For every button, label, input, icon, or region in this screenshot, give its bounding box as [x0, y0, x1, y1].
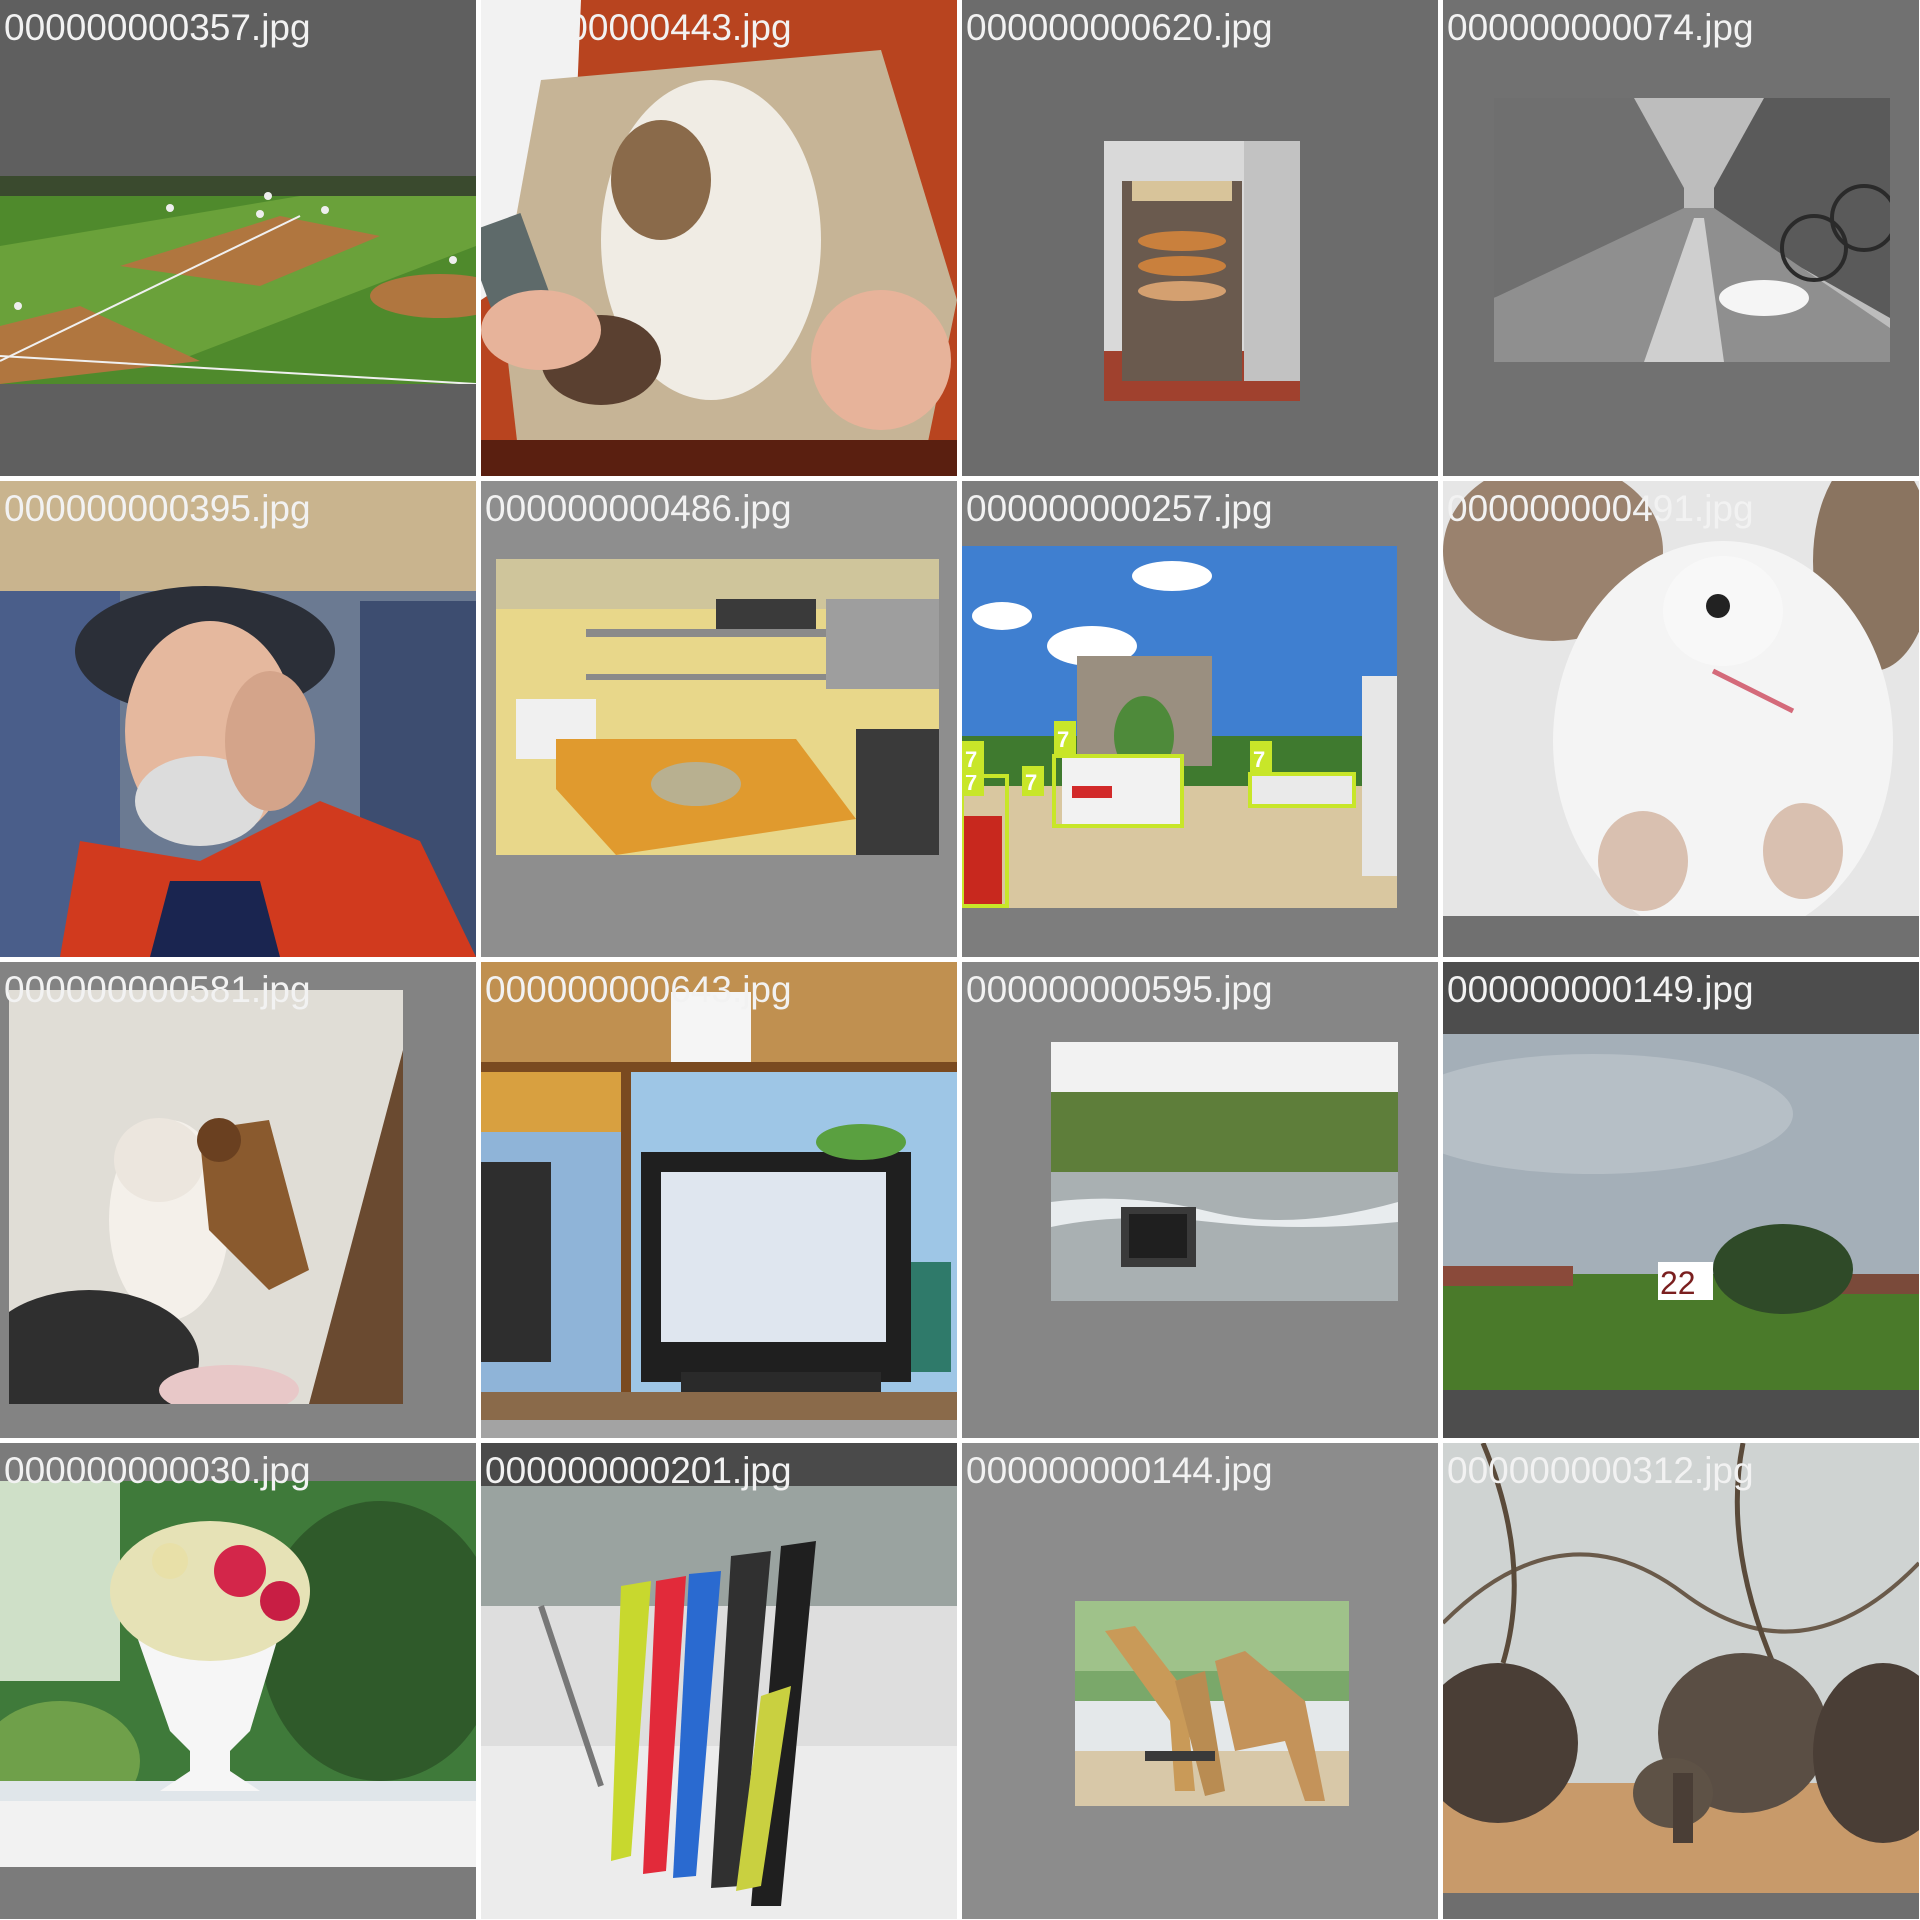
tile-595[interactable]: 000000000595.jpg	[962, 962, 1438, 1438]
photo-giraffes	[1075, 1601, 1349, 1806]
photo-snowboards	[481, 1486, 957, 1919]
tile-443[interactable]: 000000000443.jpg	[481, 0, 957, 476]
filename-label: 000000000030.jpg	[4, 1450, 311, 1491]
filename-label: 000000000595.jpg	[966, 969, 1273, 1010]
photo-plaza-trucks-arch: 7 7 7 7 7	[962, 546, 1397, 908]
tile-620[interactable]: 000000000620.jpg	[962, 0, 1438, 476]
filename-label: 000000000312.jpg	[1447, 1450, 1754, 1491]
tile-491[interactable]: 000000000491.jpg	[1443, 481, 1919, 957]
tile-144[interactable]: 000000000144.jpg	[962, 1443, 1438, 1919]
filename-label: 000000000257.jpg	[966, 488, 1273, 529]
bbox-label: 7	[965, 770, 977, 795]
tile-074[interactable]: 000000000074.jpg	[1443, 0, 1919, 476]
tile-257[interactable]: 7 7 7 7 7 000000000257.jpg	[962, 481, 1438, 957]
filename-label: 000000000357.jpg	[4, 7, 311, 48]
photo-baseball-field	[0, 176, 476, 384]
filename-label: 000000000201.jpg	[485, 1450, 792, 1491]
tile-395[interactable]: 000000000395.jpg	[0, 481, 476, 957]
filename-label: 000000000491.jpg	[1447, 488, 1754, 529]
photo-tv-in-river	[1051, 1042, 1398, 1301]
photo-dog-with-giraffe-toy	[9, 990, 403, 1404]
filename-label: 000000000144.jpg	[966, 1450, 1273, 1491]
bbox-truck	[962, 774, 1009, 908]
tile-149[interactable]: 22 000000000149.jpg	[1443, 962, 1919, 1438]
photo-kitchen	[496, 559, 939, 855]
filename-label: 000000000581.jpg	[4, 969, 311, 1010]
tile-201[interactable]: 000000000201.jpg	[481, 1443, 957, 1919]
photo-street-dog-bicycle	[1494, 98, 1890, 362]
photo-desk-crt-monitor	[481, 962, 957, 1420]
photo-kite-field: 22	[1443, 1034, 1919, 1390]
bbox-label: 7	[965, 747, 977, 772]
bbox-label: 7	[1025, 770, 1037, 795]
bbox-truck	[1248, 772, 1356, 808]
photo-pizza-oven-rack	[1104, 141, 1300, 401]
tile-581[interactable]: 000000000581.jpg	[0, 962, 476, 1438]
tile-643[interactable]: 000000000643.jpg	[481, 962, 957, 1438]
bbox-label: 7	[1057, 727, 1069, 752]
tile-357[interactable]: 000000000357.jpg	[0, 0, 476, 476]
filename-label: 000000000074.jpg	[1447, 7, 1754, 48]
filename-label: 000000000643.jpg	[485, 969, 792, 1010]
filename-label: 000000000395.jpg	[4, 488, 311, 529]
filename-label: 000000000443.jpg	[485, 7, 792, 48]
filename-label: 000000000620.jpg	[966, 7, 1273, 48]
photo-cat-on-lap	[481, 0, 957, 476]
tile-030[interactable]: 000000000030.jpg	[0, 1443, 476, 1919]
photo-man-on-phone	[0, 481, 476, 957]
tile-486[interactable]: 000000000486.jpg	[481, 481, 957, 957]
photo-flower-vase	[0, 1481, 476, 1867]
bbox-label: 7	[1253, 747, 1265, 772]
photo-white-teddy-bear	[1443, 481, 1919, 916]
filename-label: 000000000149.jpg	[1447, 969, 1754, 1010]
filename-label: 000000000486.jpg	[485, 488, 792, 529]
kite-label: 22	[1660, 1265, 1696, 1301]
bbox-truck	[1052, 754, 1184, 828]
photo-elephants	[1443, 1443, 1919, 1893]
tile-312[interactable]: 000000000312.jpg	[1443, 1443, 1919, 1919]
